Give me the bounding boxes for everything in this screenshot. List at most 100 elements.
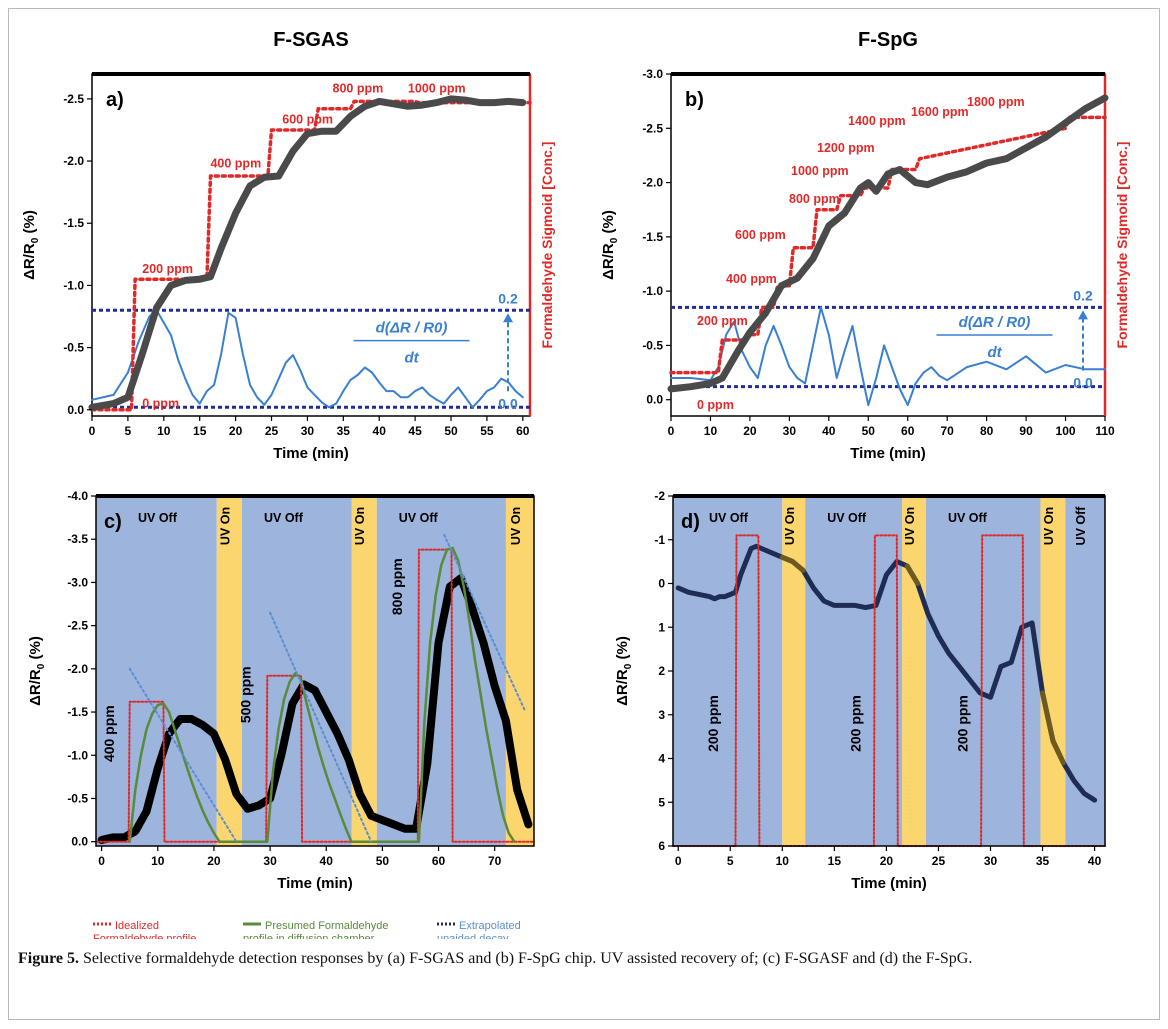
y-tick-label: 5 bbox=[658, 795, 665, 809]
y-tick-label: -2.0 bbox=[63, 154, 84, 168]
x-tick-label: 40 bbox=[320, 854, 334, 868]
ppm-annotation: 800 ppm bbox=[789, 192, 840, 206]
y-tick-label: -1.0 bbox=[642, 284, 663, 298]
x-tick-label: 30 bbox=[301, 424, 315, 438]
uv-band bbox=[673, 496, 783, 846]
y-tick-label: -1.5 bbox=[67, 705, 88, 719]
x-tick-label: 50 bbox=[862, 424, 876, 438]
y-tick-label: -0.5 bbox=[63, 341, 84, 355]
y-tick-label: -1.0 bbox=[63, 278, 84, 292]
band-label: UV Off bbox=[948, 511, 988, 525]
x-tick-label: 40 bbox=[373, 424, 387, 438]
x-tick-label: 35 bbox=[1036, 854, 1050, 868]
band-label: UV Off bbox=[1074, 506, 1088, 546]
panel-a: F-SGAS 0.2 0.0 d(ΔR / R0) dt 0 ppm 200 ppm 400 … bbox=[21, 29, 555, 462]
arrow-head bbox=[503, 313, 513, 323]
ppm-annotation: 1000 ppm bbox=[408, 82, 466, 96]
y-axis-label: ΔR/R0 (%) bbox=[614, 636, 634, 706]
derivative-denominator: dt bbox=[987, 344, 1002, 361]
y-tick-label: 4 bbox=[658, 752, 665, 766]
uv-band bbox=[1065, 496, 1105, 846]
ppm-annotation: 800 ppm bbox=[389, 558, 405, 615]
panel-label: a) bbox=[106, 89, 124, 111]
ppm-annotation: 200 ppm bbox=[705, 695, 721, 752]
y-tick-label: 0.0 bbox=[67, 403, 84, 417]
panel-b: F-SpG 0.2 0.0 d(ΔR / R0) dt 0 ppm 200 ppm 400 p… bbox=[600, 29, 1130, 462]
x-tick-label: 15 bbox=[193, 424, 207, 438]
x-tick-label: 0 bbox=[98, 854, 105, 868]
x-tick-label: 10 bbox=[776, 854, 790, 868]
response-line bbox=[667, 94, 1109, 393]
y-tick-label: -4.0 bbox=[67, 489, 88, 503]
x-tick-label: 55 bbox=[480, 424, 494, 438]
ppm-annotation: 1000 ppm bbox=[791, 164, 849, 178]
uv-band bbox=[782, 496, 806, 846]
derivative-numerator: d(ΔR / R0) bbox=[376, 320, 448, 337]
ppm-annotation: 1800 ppm bbox=[967, 95, 1025, 109]
x-tick-label: 60 bbox=[516, 424, 530, 438]
response-line bbox=[675, 543, 1098, 803]
y-tick-label: 6 bbox=[658, 839, 665, 853]
ppm-annotation: 800 ppm bbox=[333, 82, 384, 96]
y-tick-label: -3.0 bbox=[67, 575, 88, 589]
x-tick-label: 5 bbox=[125, 424, 132, 438]
legend: Idealized Formaldehyde profile Presumed Fo… bbox=[93, 920, 521, 945]
uv-band bbox=[925, 496, 1041, 846]
panel-c: UV Off UV On UV Off UV On UV Off UV On 400 ppm… bbox=[27, 489, 535, 945]
uv-band bbox=[1040, 496, 1066, 846]
x-tick-label: 0 bbox=[668, 424, 675, 438]
band-label: UV Off bbox=[709, 511, 749, 525]
derivative-numerator: d(ΔR / R0) bbox=[959, 314, 1031, 331]
y-tick-label: 0.0 bbox=[646, 393, 663, 407]
ppm-annotation: 200 ppm bbox=[697, 314, 748, 328]
ppm-annotation: 400 ppm bbox=[210, 156, 261, 170]
y-tick-label: -0.5 bbox=[642, 338, 663, 352]
figure-caption: Figure 5. Selective formaldehyde detecti… bbox=[18, 948, 1138, 970]
x-tick-label: 45 bbox=[408, 424, 422, 438]
x-tick-label: 0 bbox=[675, 854, 682, 868]
decay-line bbox=[269, 611, 373, 843]
x-tick-label: 0 bbox=[89, 424, 96, 438]
panel-label: c) bbox=[104, 511, 122, 533]
band-label: UV Off bbox=[827, 511, 867, 525]
band-label: UV On bbox=[783, 507, 797, 545]
uv-band bbox=[242, 496, 352, 846]
x-tick-label: 80 bbox=[980, 424, 994, 438]
ppm-annotation: 200 ppm bbox=[955, 695, 971, 752]
reference-label: 0.0 bbox=[1073, 375, 1093, 391]
y-tick-label: -1.5 bbox=[642, 230, 663, 244]
y-tick-label: -0.5 bbox=[67, 791, 88, 805]
ppm-annotation: 1200 ppm bbox=[817, 141, 875, 155]
band-label: UV Off bbox=[399, 511, 439, 525]
response-uv-segment bbox=[1040, 690, 1066, 766]
y-tick-label: -3.5 bbox=[67, 532, 88, 546]
response-uv-segment bbox=[779, 554, 806, 573]
y-axis-label: ΔR/R0 (%) bbox=[21, 210, 41, 280]
response-uv-segment bbox=[904, 563, 921, 586]
x-axis-label: Time (min) bbox=[850, 445, 926, 462]
legend-entry: Presumed Formaldehyde profile in diffusio… bbox=[243, 920, 389, 939]
x-tick-label: 20 bbox=[880, 854, 894, 868]
reference-label: 0.2 bbox=[498, 290, 518, 306]
x-tick-label: 30 bbox=[783, 424, 797, 438]
x-tick-label: 10 bbox=[157, 424, 171, 438]
ppm-annotation: 500 ppm bbox=[237, 666, 253, 723]
x-tick-label: 40 bbox=[822, 424, 836, 438]
y-tick-label: -3.0 bbox=[642, 67, 663, 81]
y-tick-label: -2.5 bbox=[642, 121, 663, 135]
x-tick-label: 35 bbox=[337, 424, 351, 438]
band-label: UV On bbox=[509, 507, 523, 545]
ppm-annotation: 400 ppm bbox=[726, 272, 777, 286]
x-tick-label: 110 bbox=[1095, 424, 1115, 438]
band-label: UV On bbox=[903, 507, 917, 545]
ppm-annotation: 600 ppm bbox=[282, 113, 333, 127]
x-tick-label: 60 bbox=[901, 424, 915, 438]
derivative-line bbox=[670, 306, 1106, 407]
x-tick-label: 25 bbox=[265, 424, 279, 438]
x-tick-label: 70 bbox=[941, 424, 955, 438]
derivative-denominator: dt bbox=[404, 350, 419, 367]
band-label: UV Off bbox=[264, 511, 304, 525]
band-label: UV On bbox=[1042, 507, 1056, 545]
y-tick-label: -2 bbox=[654, 489, 665, 503]
